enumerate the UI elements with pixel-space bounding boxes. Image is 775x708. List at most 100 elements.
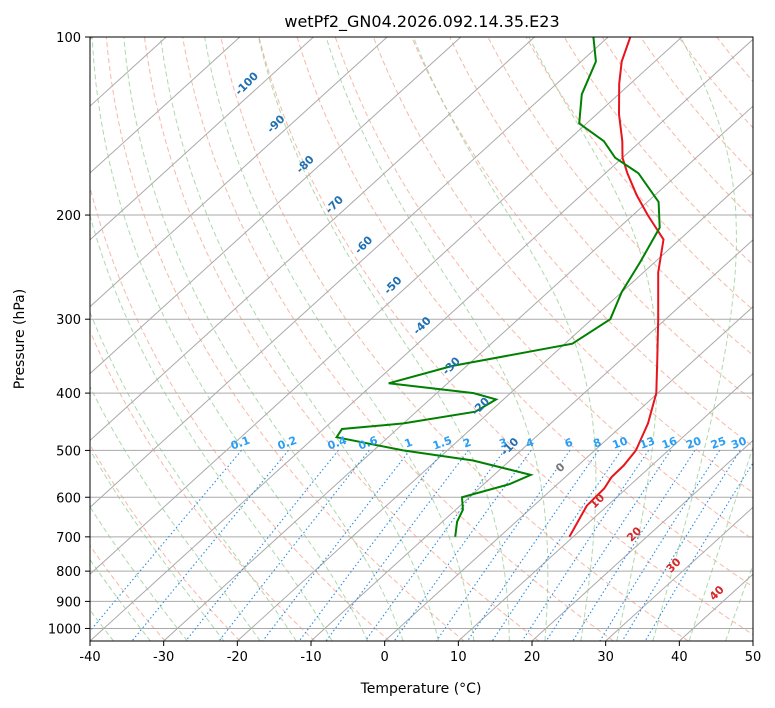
mixing-ratio-label: 1 [403,436,415,451]
mixing-ratio-line [218,450,370,641]
dry-adiabat [220,37,689,641]
mixing-ratio-label: 16 [660,434,679,452]
chart-title: wetPf2_GN04.2026.092.14.35.E23 [284,12,559,32]
dry-adiabat [449,37,753,402]
mixing-ratio-line [599,450,721,641]
sounding-traces [334,37,665,538]
isotherm [236,172,753,641]
mixing-ratio-line [90,450,242,632]
mixing-ratio-label: 20 [684,434,703,452]
dry-adiabat [296,37,753,588]
dry-adiabat [487,37,753,356]
mixing-ratio-label: 13 [638,434,657,451]
moist-adiabat [257,37,510,641]
mixing-ratio-line [185,450,339,641]
mixing-ratio-label: 0.4 [326,434,349,453]
dry-adiabat [640,37,753,175]
mixing-ratio-line [491,450,622,641]
mixing-ratio-lines [90,450,753,641]
dry-adiabat [334,37,753,541]
isotherm [531,439,753,641]
mixing-ratio-line [644,462,753,641]
dry-adiabat [411,37,753,448]
mixing-ratio-line [325,450,469,641]
moist-adiabat [204,37,475,641]
mixing-ratio-line [621,450,741,641]
mixing-ratio-label: 4 [524,436,536,451]
moist-adiabat [90,213,333,641]
moist-adiabat [528,37,658,641]
mixing-ratio-label: 3 [498,436,510,451]
dry-adiabat [90,330,316,641]
moist-adiabat [123,37,404,641]
x-tick-label: -40 [79,650,100,665]
axis-ticks: -40 -30 -20 -10 0 10 20 30 40 50 1000 900 800 700 600 5… [48,31,761,665]
moist-adiabat [90,385,261,641]
mixing-ratio-label: 2 [461,436,473,451]
dry-adiabat [258,37,753,636]
isotherm [605,506,753,641]
isotherm [384,306,753,641]
y-tick-label: 300 [56,313,81,328]
mixing-ratio-label: 30 [730,434,749,452]
x-tick-label: -20 [227,650,248,665]
mixing-ratio-line [131,450,289,641]
isotherm [163,105,753,641]
isotherm [90,37,388,308]
isotherm [90,38,753,641]
mixing-ratio-line [435,450,571,641]
x-tick-label: 20 [524,650,541,665]
dry-adiabat [105,37,465,641]
x-tick-label: -30 [153,650,174,665]
mixing-ratio-line [521,450,650,641]
isotherm [310,239,753,641]
mixing-ratio-line [467,450,599,641]
isotherm [90,37,535,442]
mixing-ratio-label: 1.5 [431,434,454,453]
mixing-ratio-label: 10 [611,434,630,452]
x-tick-label: 40 [671,650,688,665]
mixing-ratio-label: 0.1 [229,434,252,453]
dry-adiabat [182,37,614,641]
line-labels: 0.1 0.2 0.4 0.6 1 1.5 2 3 4 6 8 10 13 16 20 25 30-100-90… [229,69,749,603]
x-tick-label: 50 [745,650,762,665]
mixing-ratio-label: 25 [709,434,728,451]
y-tick-label: 900 [56,595,81,610]
moist-adiabat [725,563,753,641]
y-tick-label: 1000 [48,622,81,637]
y-tick-label: 400 [56,387,81,402]
moist-adiabat [325,37,549,641]
x-tick-label: 30 [597,650,614,665]
isotherm [90,37,609,508]
moist-adiabat [688,445,753,641]
isotherm [90,37,683,575]
y-axis-label: Pressure (hPa) [12,289,28,389]
isotherm [90,37,314,241]
isotherm [457,372,753,641]
mixing-ratio-label: 6 [563,436,575,451]
moist-adiabat [412,37,597,641]
y-tick-label: 500 [56,444,81,459]
mixing-ratio-label: 0.2 [276,434,299,453]
dewpoint-trace [334,37,661,537]
dry-adiabat [144,37,540,641]
mixing-ratio-label: 8 [592,436,604,451]
y-tick-label: 700 [56,531,81,546]
y-tick-label: 600 [56,491,81,506]
moist-adiabat [652,37,737,641]
x-tick-label: 10 [450,650,467,665]
y-tick-label: 800 [56,565,81,580]
moist-adiabat [90,448,225,641]
isotherm [90,37,462,375]
y-tick-label: 100 [56,31,81,46]
x-tick-label: 0 [381,650,389,665]
dry-adiabat [90,185,390,641]
mixing-ratio-label: 0.6 [357,434,380,453]
plot-frame [89,36,754,642]
x-tick-label: -10 [300,650,321,665]
temperature-trace [568,37,665,538]
y-tick-label: 200 [56,209,81,224]
moist-adiabat [90,310,297,641]
x-axis-label: Temperature (°C) [360,681,482,697]
